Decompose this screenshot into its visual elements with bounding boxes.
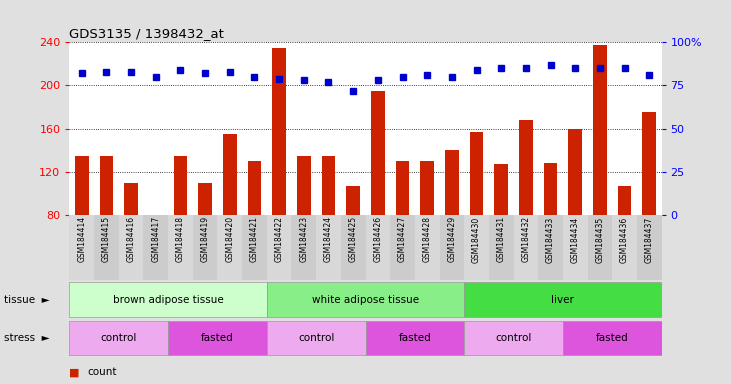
Text: ■: ■ xyxy=(69,367,80,377)
Text: tissue  ►: tissue ► xyxy=(4,295,49,305)
Bar xyxy=(464,321,563,355)
Text: GSM184435: GSM184435 xyxy=(595,216,605,263)
Text: GSM184421: GSM184421 xyxy=(250,216,259,262)
Bar xyxy=(292,215,317,280)
Bar xyxy=(470,132,483,215)
Text: white adipose tissue: white adipose tissue xyxy=(312,295,419,305)
Bar xyxy=(267,321,366,355)
Bar xyxy=(588,215,612,280)
Bar xyxy=(366,215,390,280)
Bar xyxy=(494,164,508,215)
Bar xyxy=(69,321,168,355)
Text: GSM184436: GSM184436 xyxy=(620,216,629,263)
Bar xyxy=(464,215,489,280)
Bar xyxy=(464,282,662,317)
Bar xyxy=(544,163,557,215)
Bar xyxy=(612,215,637,280)
Bar xyxy=(69,215,94,280)
Bar xyxy=(563,215,588,280)
Text: GSM184437: GSM184437 xyxy=(645,216,654,263)
Bar xyxy=(618,186,632,215)
Bar xyxy=(119,215,143,280)
Bar xyxy=(593,45,607,215)
Bar xyxy=(297,156,311,215)
Bar xyxy=(346,186,360,215)
Text: control: control xyxy=(298,333,334,343)
Text: GSM184427: GSM184427 xyxy=(398,216,407,263)
Bar xyxy=(371,91,385,215)
Bar xyxy=(69,282,267,317)
Bar xyxy=(341,215,366,280)
Text: stress  ►: stress ► xyxy=(4,333,49,343)
Bar xyxy=(445,150,458,215)
Text: fasted: fasted xyxy=(596,333,629,343)
Text: GSM184426: GSM184426 xyxy=(374,216,382,263)
Text: count: count xyxy=(88,367,117,377)
Text: GSM184430: GSM184430 xyxy=(472,216,481,263)
Bar xyxy=(242,215,267,280)
Text: GSM184432: GSM184432 xyxy=(521,216,531,263)
Bar xyxy=(143,215,168,280)
Bar xyxy=(99,156,113,215)
Text: GSM184416: GSM184416 xyxy=(126,216,136,263)
Text: GSM184415: GSM184415 xyxy=(102,216,111,263)
Text: GSM184414: GSM184414 xyxy=(77,216,86,263)
Bar xyxy=(218,215,242,280)
Bar xyxy=(643,113,656,215)
Bar xyxy=(390,215,415,280)
Bar xyxy=(248,161,261,215)
Text: GSM184423: GSM184423 xyxy=(299,216,308,263)
Bar xyxy=(637,215,662,280)
Bar xyxy=(420,161,434,215)
Bar xyxy=(75,156,88,215)
Bar xyxy=(569,129,582,215)
Bar xyxy=(267,282,464,317)
Bar xyxy=(519,120,533,215)
Text: GSM184422: GSM184422 xyxy=(275,216,284,262)
Bar xyxy=(415,215,439,280)
Bar xyxy=(439,215,464,280)
Text: GSM184417: GSM184417 xyxy=(151,216,160,263)
Text: GSM184433: GSM184433 xyxy=(546,216,555,263)
Text: GSM184418: GSM184418 xyxy=(176,216,185,262)
Bar xyxy=(489,215,513,280)
Text: liver: liver xyxy=(551,295,575,305)
Bar xyxy=(273,48,286,215)
Bar xyxy=(395,161,409,215)
Text: GSM184419: GSM184419 xyxy=(200,216,210,263)
Text: brown adipose tissue: brown adipose tissue xyxy=(113,295,224,305)
Bar xyxy=(538,215,563,280)
Text: control: control xyxy=(101,333,137,343)
Bar xyxy=(168,321,267,355)
Text: GSM184420: GSM184420 xyxy=(225,216,235,263)
Text: GSM184429: GSM184429 xyxy=(447,216,456,263)
Bar xyxy=(322,156,336,215)
Bar xyxy=(174,156,187,215)
Bar xyxy=(366,321,464,355)
Bar xyxy=(267,215,292,280)
Bar xyxy=(563,321,662,355)
Bar xyxy=(193,215,218,280)
Text: GSM184424: GSM184424 xyxy=(324,216,333,263)
Text: GSM184425: GSM184425 xyxy=(349,216,357,263)
Text: GSM184434: GSM184434 xyxy=(571,216,580,263)
Text: GSM184431: GSM184431 xyxy=(496,216,506,263)
Text: GSM184428: GSM184428 xyxy=(423,216,432,262)
Bar xyxy=(124,183,138,215)
Text: fasted: fasted xyxy=(201,333,234,343)
Bar xyxy=(94,215,118,280)
Bar xyxy=(223,134,237,215)
Bar xyxy=(168,215,193,280)
Text: GDS3135 / 1398432_at: GDS3135 / 1398432_at xyxy=(69,27,224,40)
Bar xyxy=(198,183,212,215)
Text: fasted: fasted xyxy=(398,333,431,343)
Text: control: control xyxy=(496,333,531,343)
Bar xyxy=(513,215,538,280)
Bar xyxy=(317,215,341,280)
